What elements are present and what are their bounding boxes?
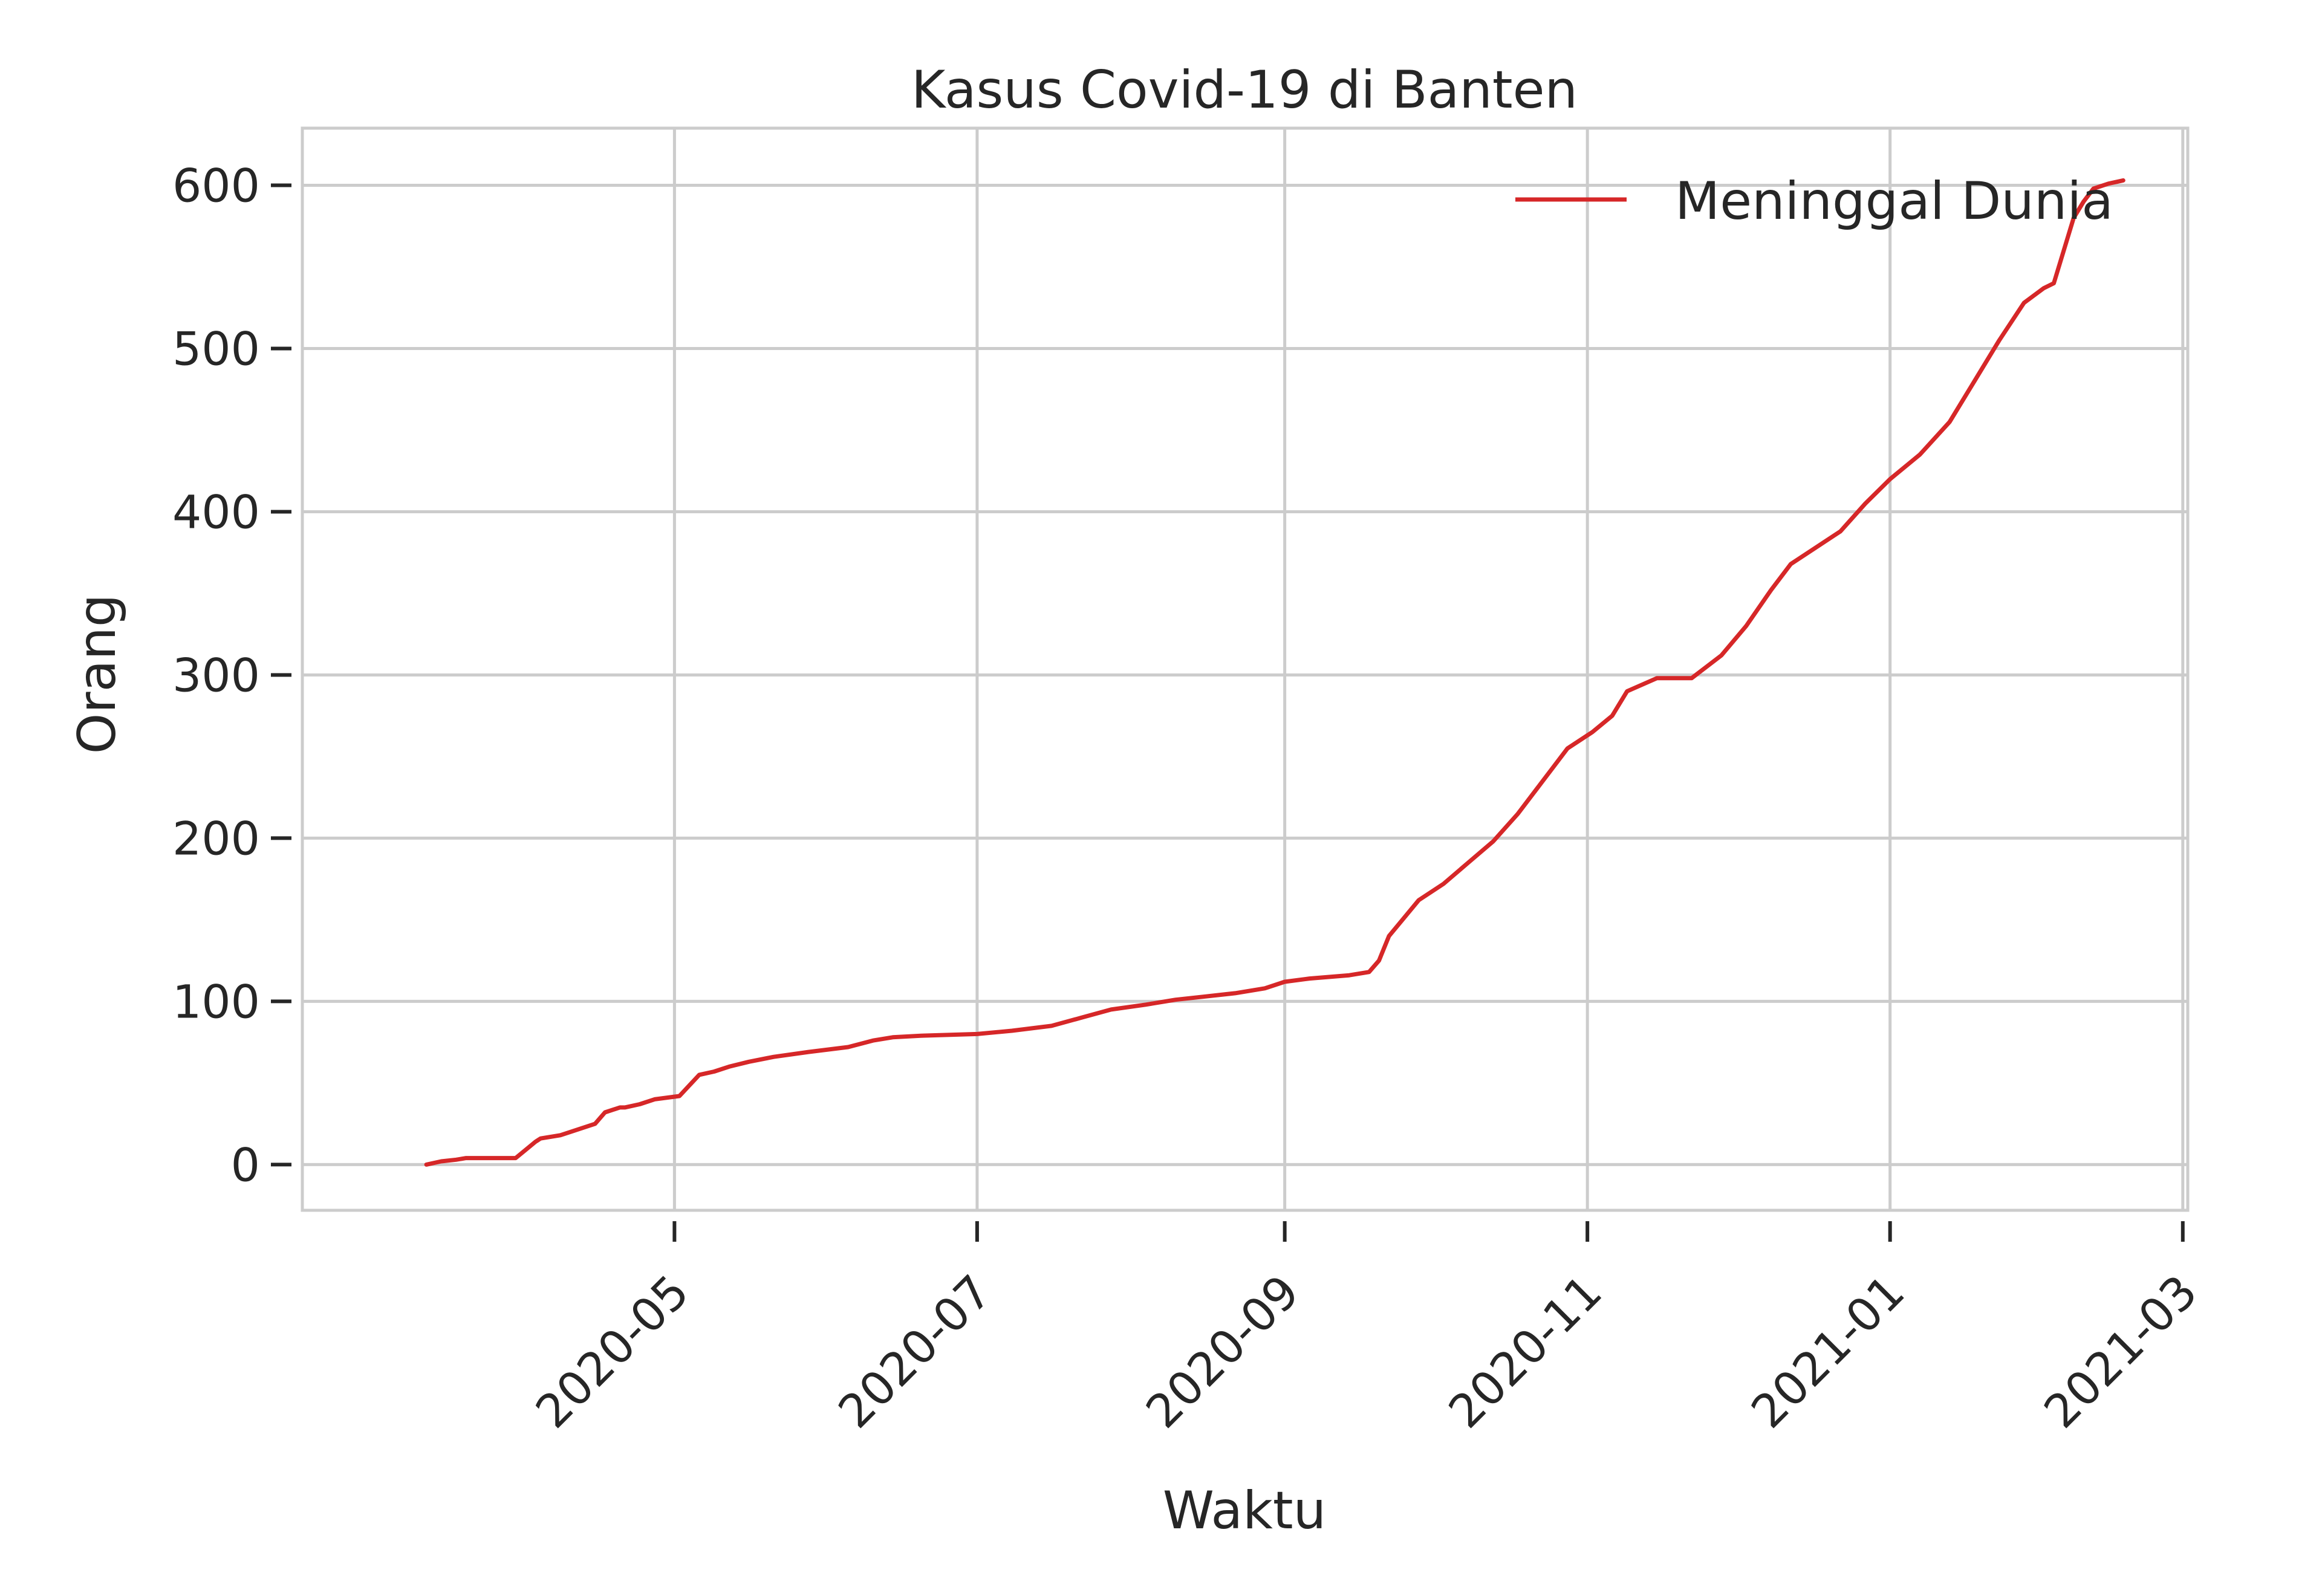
y-tick-label: 100	[172, 975, 260, 1028]
y-tick-label: 300	[172, 648, 260, 702]
grid-lines	[302, 128, 2188, 1210]
legend-label: Meninggal Dunia	[1675, 171, 2113, 232]
legend: Meninggal Dunia	[1515, 171, 2113, 232]
plot-area-frame	[301, 126, 2190, 1212]
y-tick-label: 400	[172, 485, 260, 539]
y-axis-ticks: 0 100 200 300 400 500 600	[172, 158, 291, 1192]
series-layer	[424, 178, 2125, 1167]
series-line	[424, 178, 2125, 1167]
y-axis-label: Orang	[67, 594, 128, 754]
y-tick-label: 500	[172, 322, 260, 375]
y-tick-label: 200	[172, 811, 260, 865]
y-tick-label: 600	[172, 158, 260, 212]
chart-title: Kasus Covid-19 di Banten	[911, 60, 1578, 120]
x-axis-label: Waktu	[1163, 1481, 1326, 1541]
y-tick-label: 0	[231, 1138, 260, 1192]
